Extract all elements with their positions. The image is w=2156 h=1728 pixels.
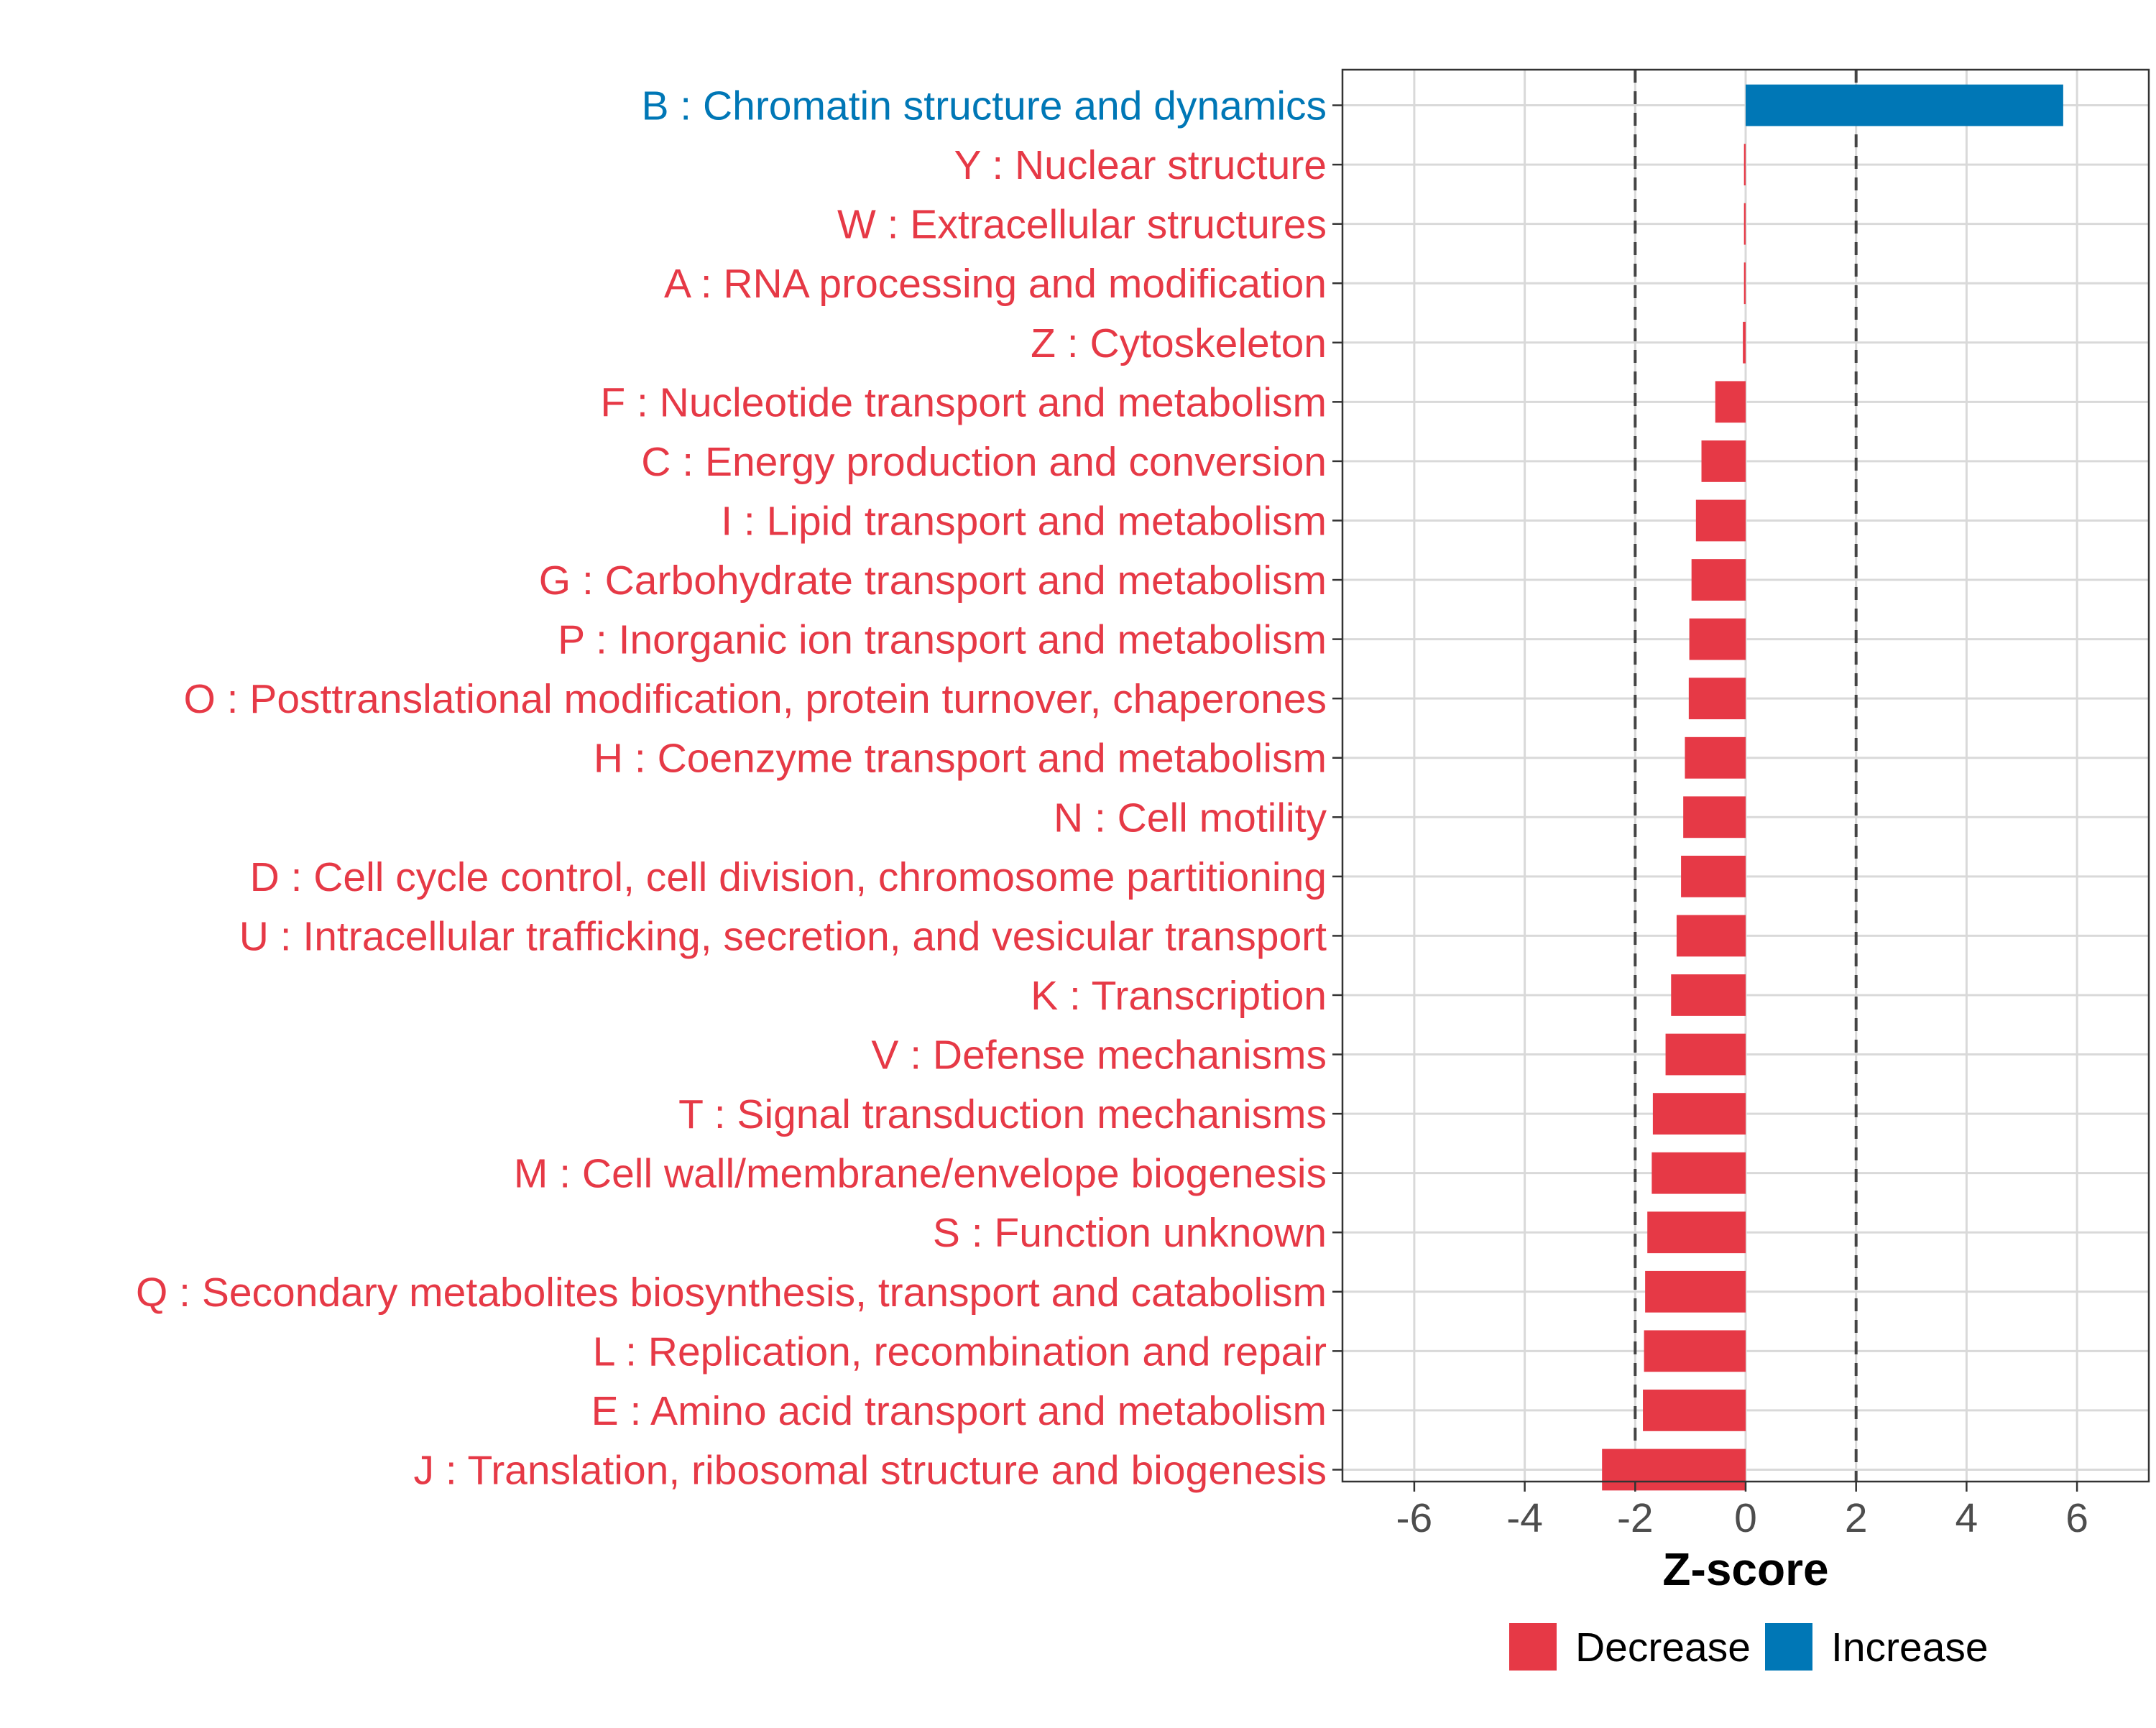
y-tick-label: E : Amino acid transport and metabolism — [591, 1388, 1327, 1434]
y-tick-label: I : Lipid transport and metabolism — [721, 498, 1327, 544]
bar — [1651, 1152, 1746, 1194]
x-tick-label: -2 — [1617, 1495, 1654, 1541]
x-tick-label: 0 — [1734, 1495, 1757, 1541]
y-tick-label: A : RNA processing and modification — [664, 261, 1327, 307]
y-tick-label: J : Translation, ribosomal structure and… — [414, 1447, 1327, 1493]
bar — [1681, 855, 1746, 897]
bar — [1691, 559, 1746, 601]
y-tick-label: S : Function unknown — [933, 1210, 1327, 1256]
bar — [1647, 1211, 1746, 1254]
bar — [1746, 84, 2063, 126]
y-axis-ticks — [1332, 104, 1342, 1471]
y-tick-label: G : Carbohydrate transport and metabolis… — [539, 558, 1327, 604]
x-axis-ticks: -6 -4 -2 0 2 4 6 — [1396, 1482, 2088, 1541]
reference-lines — [1634, 70, 1858, 1482]
bar — [1743, 321, 1746, 364]
bar — [1643, 1390, 1746, 1431]
bar — [1743, 203, 1746, 245]
bar — [1743, 144, 1746, 185]
bar — [1644, 1330, 1746, 1372]
bar — [1645, 1270, 1746, 1313]
y-tick-label: W : Extracellular structures — [837, 202, 1327, 248]
y-tick-label: Q : Secondary metabolites biosynthesis, … — [136, 1270, 1327, 1316]
y-tick-label: T : Signal transduction mechanisms — [678, 1091, 1327, 1137]
y-tick-label: U : Intracellular trafficking, secretion… — [239, 913, 1327, 959]
bar — [1671, 974, 1746, 1016]
y-tick-label: N : Cell motility — [1054, 795, 1327, 841]
y-tick-label: Y : Nuclear structure — [954, 142, 1327, 188]
bar — [1602, 1449, 1746, 1491]
legend-key — [1509, 1623, 1557, 1671]
y-tick-label: Z : Cytoskeleton — [1031, 320, 1327, 366]
y-tick-label: C : Energy production and conversion — [641, 439, 1327, 485]
x-tick-label: 6 — [2065, 1495, 2088, 1541]
bar — [1715, 381, 1746, 423]
y-tick-label: V : Defense mechanisms — [871, 1032, 1327, 1078]
legend-label: Increase — [1831, 1625, 1989, 1671]
y-axis-labels: B : Chromatin structure and dynamics Y : … — [136, 83, 1327, 1494]
bar — [1676, 915, 1746, 957]
x-tick-label: 4 — [1955, 1495, 1978, 1541]
bar — [1683, 796, 1746, 838]
bar — [1701, 440, 1746, 482]
bar — [1743, 262, 1746, 305]
legend: Decrease Increase — [1509, 1623, 1989, 1671]
x-tick-label: -4 — [1506, 1495, 1543, 1541]
y-tick-label: P : Inorganic ion transport and metaboli… — [558, 617, 1327, 663]
y-tick-label: F : Nucleotide transport and metabolism — [600, 379, 1327, 425]
y-tick-label: H : Coenzyme transport and metabolism — [594, 736, 1327, 782]
x-axis-title: Z-score — [1662, 1543, 1828, 1595]
bar — [1688, 678, 1746, 720]
bar — [1652, 1093, 1746, 1135]
x-tick-label: 2 — [1845, 1495, 1868, 1541]
bar — [1695, 499, 1746, 542]
y-tick-label: B : Chromatin structure and dynamics — [641, 83, 1327, 129]
y-tick-label: L : Replication, recombination and repai… — [593, 1329, 1327, 1374]
x-tick-label: -6 — [1396, 1495, 1433, 1541]
y-tick-label: K : Transcription — [1031, 973, 1327, 1019]
y-tick-label: O : Posttranslational modification, prot… — [183, 676, 1327, 722]
legend-label: Decrease — [1575, 1625, 1751, 1671]
panel-border — [1341, 68, 2150, 1483]
bar — [1665, 1033, 1746, 1076]
bars-layer — [1602, 84, 2063, 1491]
bar — [1685, 736, 1746, 779]
y-tick-label: D : Cell cycle control, cell division, c… — [250, 854, 1327, 900]
bar — [1689, 618, 1746, 660]
legend-key — [1765, 1623, 1812, 1671]
y-tick-label: M : Cell wall/membrane/envelope biogenes… — [514, 1151, 1327, 1197]
